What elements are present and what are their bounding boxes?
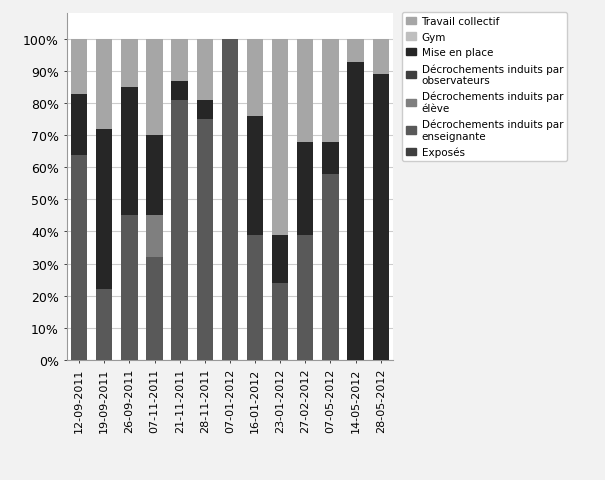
- Bar: [197, 101, 213, 120]
- Bar: [347, 40, 364, 62]
- Bar: [347, 62, 364, 360]
- Bar: [146, 136, 163, 216]
- Bar: [322, 143, 339, 174]
- Bar: [146, 258, 163, 360]
- Bar: [121, 40, 137, 88]
- Bar: [96, 40, 113, 130]
- Bar: [272, 40, 289, 235]
- Bar: [71, 155, 87, 360]
- Bar: [121, 216, 137, 360]
- Bar: [96, 130, 113, 289]
- Legend: Travail collectif, Gym, Mise en place, Décrochements induits par
observateurs, D: Travail collectif, Gym, Mise en place, D…: [402, 12, 567, 162]
- Bar: [71, 40, 87, 95]
- Bar: [272, 235, 289, 283]
- Bar: [272, 283, 289, 360]
- Bar: [247, 235, 263, 360]
- Bar: [297, 235, 313, 360]
- Bar: [373, 40, 389, 75]
- Bar: [297, 40, 313, 143]
- Bar: [171, 40, 188, 82]
- Bar: [247, 117, 263, 235]
- Bar: [96, 289, 113, 360]
- Bar: [146, 40, 163, 136]
- Bar: [247, 40, 263, 117]
- Bar: [197, 40, 213, 101]
- Bar: [146, 216, 163, 258]
- Bar: [221, 40, 238, 360]
- Bar: [297, 143, 313, 235]
- Bar: [197, 120, 213, 360]
- Bar: [322, 40, 339, 143]
- Bar: [121, 88, 137, 216]
- Bar: [373, 75, 389, 360]
- Bar: [171, 101, 188, 360]
- Bar: [71, 95, 87, 155]
- Bar: [171, 82, 188, 101]
- Bar: [322, 174, 339, 360]
